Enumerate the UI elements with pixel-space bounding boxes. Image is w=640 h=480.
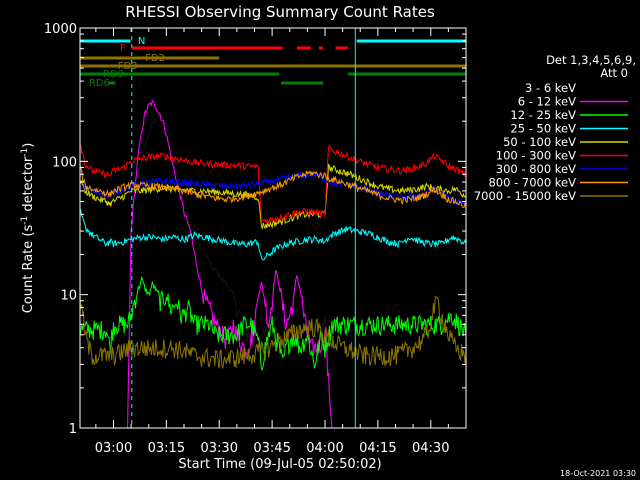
legend-label-3: 25 - 50 keV	[510, 122, 576, 136]
y-tick-label-2: 100	[52, 155, 77, 170]
legend-label-7: 800 - 7000 keV	[488, 176, 576, 190]
y-tick-label-1: 10	[60, 289, 77, 304]
flag-label-n: N	[138, 36, 145, 47]
y-tick-label-3: 1000	[44, 22, 77, 37]
y-axis-label: Count Rate (s-1 detector-1)	[20, 143, 36, 314]
flag-label-rd6: RD6	[89, 78, 110, 89]
flag-label-fd3: FD3	[118, 61, 138, 72]
series-6-line	[79, 166, 467, 208]
axes: 03:00 03:15 03:30 03:45 04:00 04:15 04:30 1 10 10…	[44, 22, 467, 456]
x-tick-label-1: 03:15	[148, 441, 185, 456]
series-7-line	[79, 165, 467, 209]
flag-label-rd9: RD9	[103, 69, 124, 80]
x-tick-label-4: 04:00	[306, 441, 343, 456]
legend-title-2: Att 0	[600, 66, 628, 80]
y-tick-label-0: 1	[69, 422, 77, 437]
legend-label-1: 6 - 12 keV	[518, 95, 576, 109]
x-axis-label: Start Time (09-Jul-05 02:50:02)	[178, 457, 381, 472]
legend-label-6: 300 - 800 keV	[496, 162, 576, 176]
footer-timestamp: 18-Oct-2021 03:30	[560, 469, 636, 478]
series-8-line	[79, 294, 467, 369]
legend-label-4: 50 - 100 keV	[503, 135, 576, 149]
legend-title-1: Det 1,3,4,5,6,9,	[546, 53, 636, 67]
x-tick-label-3: 03:45	[253, 441, 290, 456]
x-tick-label-5: 04:15	[359, 441, 396, 456]
legend-label-0: 3 - 6 keV	[525, 81, 576, 95]
plot-frame	[79, 27, 467, 429]
series-5-line	[79, 143, 467, 226]
flag-label-fd2: FD2	[145, 53, 165, 64]
legend-label-8: 7000 - 15000 keV	[474, 189, 576, 203]
x-tick-label-0: 03:00	[95, 441, 132, 456]
series-4-line	[79, 163, 467, 230]
x-tick-label-2: 03:30	[201, 441, 238, 456]
x-tick-label-6: 04:30	[412, 441, 449, 456]
series-2-line	[79, 275, 467, 371]
chart-title: RHESSI Observing Summary Count Rates	[125, 3, 435, 21]
series-3-line	[79, 208, 467, 261]
legend-label-2: 12 - 25 keV	[510, 108, 576, 122]
flag-label-f: F	[120, 43, 126, 54]
legend-label-5: 100 - 300 keV	[496, 149, 576, 163]
